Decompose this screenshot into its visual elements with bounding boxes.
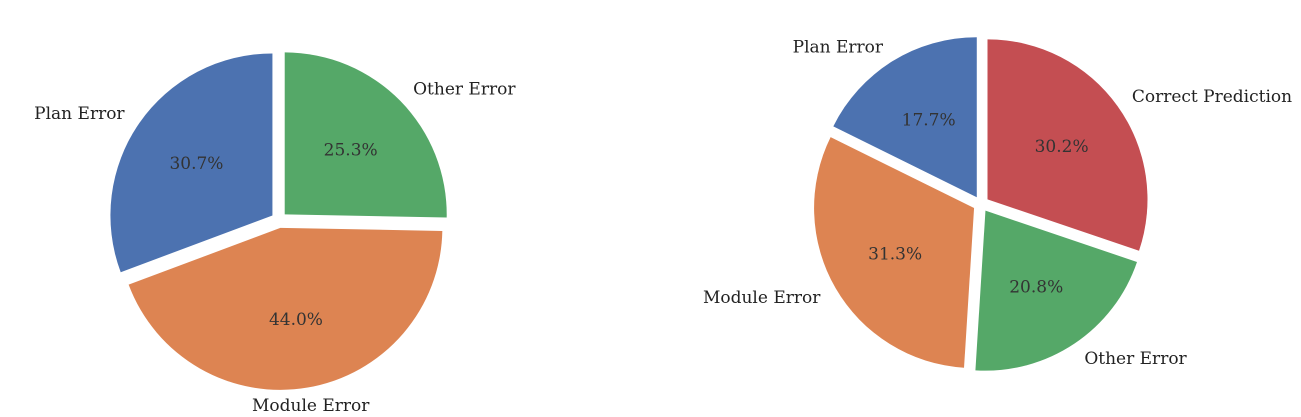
- slice-label-correct-prediction: Correct Prediction: [1132, 87, 1292, 107]
- pie-slice-other-error: [975, 210, 1137, 371]
- slice-label-plan-error: Plan Error: [34, 104, 125, 124]
- pie-slice-plan-error: [110, 53, 273, 273]
- left-pie-chart: Plan Error 30.7% Module Error 44.0% Other Er…: [34, 52, 516, 416]
- pie-slice-module-error: [814, 137, 975, 368]
- pie-slice-plan-error: [833, 37, 977, 198]
- slice-percent-other-error: 25.3%: [324, 141, 378, 161]
- slice-percent-correct-prediction: 30.2%: [1035, 137, 1089, 157]
- pie-slice-module-error: [128, 227, 443, 390]
- slice-percent-plan-error: 17.7%: [902, 111, 956, 131]
- pie-slice-correct-prediction: [987, 39, 1148, 251]
- right-pie-chart: Plan Error 17.7% Module Error 31.3% Other Er…: [703, 37, 1292, 371]
- slice-label-module-error: Module Error: [252, 396, 370, 416]
- slice-label-other-error: Other Error: [1084, 349, 1187, 369]
- slice-label-other-error: Other Error: [413, 79, 516, 99]
- slice-percent-other-error: 20.8%: [1009, 277, 1063, 297]
- slice-percent-module-error: 44.0%: [269, 310, 323, 330]
- slice-label-plan-error: Plan Error: [793, 37, 884, 57]
- slice-percent-plan-error: 30.7%: [169, 154, 223, 174]
- slice-percent-module-error: 31.3%: [868, 245, 922, 265]
- pie-slice-other-error: [284, 52, 447, 218]
- slice-label-module-error: Module Error: [703, 288, 821, 308]
